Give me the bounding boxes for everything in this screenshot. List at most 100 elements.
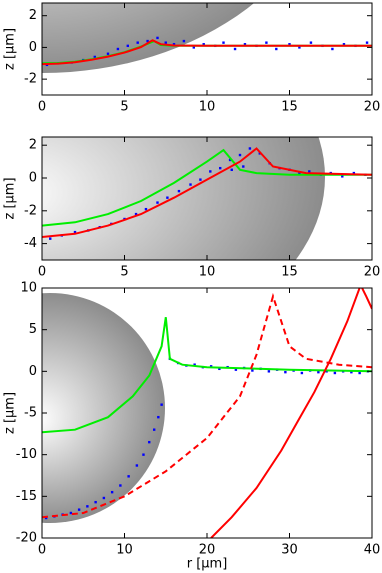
data-point [146, 39, 149, 43]
data-point [243, 43, 247, 46]
y-tick-label: 2 [29, 8, 37, 23]
data-point [182, 39, 186, 43]
data-point [308, 170, 311, 173]
curve [42, 317, 372, 434]
y-tick-label: 0 [29, 364, 37, 379]
curve [210, 288, 372, 538]
data-point [110, 490, 114, 494]
x-tick-label: 10 [116, 543, 133, 558]
data-point [119, 484, 122, 487]
data-point [157, 415, 160, 419]
data-point [267, 370, 271, 373]
curve [42, 39, 372, 66]
y-tick-label: -4 [24, 236, 37, 251]
x-tick-label: 20 [199, 543, 216, 558]
data-point [333, 371, 337, 375]
data-point [242, 165, 245, 168]
data-point [234, 368, 238, 371]
x-tick-label: 40 [364, 543, 381, 558]
data-point [144, 207, 148, 211]
data-point [358, 371, 361, 375]
data-point [166, 196, 169, 199]
y-axis-label: z [μm] [3, 28, 18, 70]
x-tick-label: 10 [199, 265, 216, 280]
y-tick-label: 0 [29, 40, 37, 55]
y-tick-label: -2 [24, 72, 37, 87]
x-tick-label: 30 [281, 543, 298, 558]
y-tick-label: -2 [24, 203, 37, 218]
x-tick-label: 5 [120, 265, 128, 280]
y-tick-label: -15 [16, 489, 37, 504]
data-point [331, 47, 334, 51]
data-point [69, 511, 73, 515]
data-point [199, 178, 202, 181]
data-point [230, 168, 233, 171]
x-axis-label: r [μm] [187, 557, 228, 572]
x-tick-label: 15 [281, 265, 298, 280]
data-point [148, 440, 151, 444]
data-point [44, 516, 48, 520]
data-point [193, 363, 196, 366]
data-point [49, 237, 52, 240]
data-point [248, 147, 252, 150]
y-tick-label: 10 [20, 281, 37, 296]
data-point [342, 43, 346, 46]
data-point [228, 158, 232, 162]
data-point [202, 43, 205, 46]
data-point [365, 41, 369, 44]
y-tick-label: 2 [29, 138, 37, 153]
y-axis-label: z [μm] [3, 392, 18, 434]
y-tick-label: 5 [29, 322, 37, 337]
data-point [298, 171, 301, 175]
data-point [288, 43, 291, 46]
y-tick-label: -5 [24, 406, 37, 421]
data-point [86, 505, 89, 508]
x-tick-label: 0 [38, 543, 46, 558]
sphere [42, 137, 325, 260]
data-point [218, 367, 221, 371]
data-point [126, 44, 129, 48]
data-point [284, 370, 287, 374]
curve [42, 147, 372, 238]
data-point [93, 55, 96, 59]
data-point [127, 475, 130, 478]
x-tick-label: 10 [199, 100, 216, 115]
curve [42, 148, 372, 227]
plot-area [42, 137, 372, 260]
y-tick-label: -20 [16, 531, 37, 546]
data-point [160, 403, 163, 406]
data-point [209, 170, 212, 173]
data-point [177, 189, 181, 193]
data-point [77, 508, 81, 511]
data-point [317, 370, 320, 374]
plot-area [42, 3, 372, 73]
y-axis-label: z [μm] [3, 177, 18, 219]
data-point [265, 41, 268, 44]
data-point [275, 47, 278, 51]
x-tick-label: 20 [364, 100, 381, 115]
y-tick-label: -10 [16, 447, 37, 462]
data-point [153, 428, 156, 431]
data-point [192, 46, 195, 49]
data-point [352, 171, 356, 175]
x-tick-label: 0 [38, 265, 46, 280]
data-point [73, 230, 77, 234]
data-point [219, 166, 222, 170]
data-point [142, 453, 145, 456]
x-tick-label: 0 [38, 100, 46, 115]
data-point [298, 46, 301, 49]
data-point [94, 500, 97, 504]
data-point [134, 212, 138, 216]
data-point [156, 201, 159, 204]
data-point [116, 47, 120, 51]
data-point [350, 370, 353, 374]
data-point [135, 464, 139, 467]
y-tick-label: 0 [29, 171, 37, 186]
plot-area [42, 288, 372, 538]
data-point [251, 369, 254, 372]
data-point [238, 153, 242, 157]
sphere [42, 3, 255, 73]
x-tick-label: 20 [364, 265, 381, 280]
data-point [106, 52, 110, 55]
data-point [222, 41, 225, 44]
